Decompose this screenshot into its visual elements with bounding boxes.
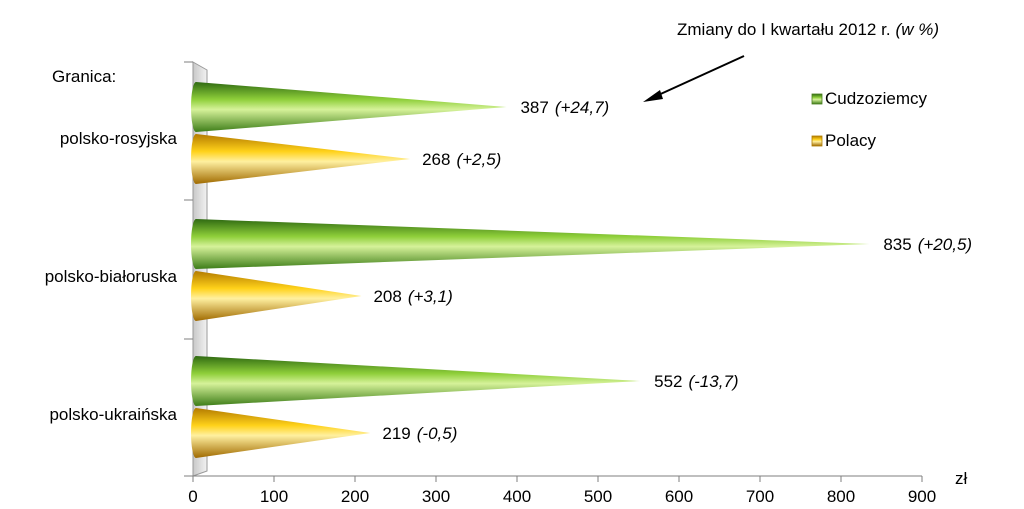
data-label: 208 (+3,1): [373, 287, 452, 306]
data-label: 268 (+2,5): [422, 150, 501, 169]
data-label-change: (-13,7): [688, 372, 738, 391]
annotation-text: Zmiany do I kwartału 2012 r. (w %): [677, 20, 939, 39]
axis-unit-label: zł: [955, 469, 968, 488]
bar-polacy: [191, 408, 371, 458]
bar-polacy: [191, 134, 411, 184]
x-tick-label: 500: [584, 487, 612, 506]
x-tick-label: 100: [260, 487, 288, 506]
category-label: polsko-rosyjska: [60, 129, 178, 148]
legend-label-polacy: Polacy: [825, 131, 877, 150]
x-tick-label: 200: [341, 487, 369, 506]
legend: Cudzoziemcy Polacy: [811, 89, 928, 150]
data-label: 219 (-0,5): [382, 424, 457, 443]
annotation-arrow: [643, 55, 745, 102]
category-label: polsko-ukraińska: [49, 405, 177, 424]
data-label-value: 219: [382, 424, 410, 443]
annotation-main: Zmiany do I kwartału 2012 r.: [677, 20, 891, 39]
data-label-change: (+24,7): [555, 98, 609, 117]
x-tick-label: 700: [746, 487, 774, 506]
data-label: 387 (+24,7): [520, 98, 609, 117]
annotation-unit: (w %): [896, 20, 939, 39]
legend-swatch-cudzoziemcy: [811, 93, 823, 105]
x-tick-label: 900: [908, 487, 936, 506]
data-label: 835 (+20,5): [883, 235, 972, 254]
x-tick-label: 400: [503, 487, 531, 506]
x-tick-label: 300: [422, 487, 450, 506]
legend-label-cudzoziemcy: Cudzoziemcy: [825, 89, 928, 108]
data-label-value: 552: [654, 372, 682, 391]
data-label-change: (+3,1): [408, 287, 453, 306]
data-label-value: 387: [520, 98, 548, 117]
data-label-change: (-0,5): [417, 424, 458, 443]
data-label-value: 208: [373, 287, 401, 306]
data-label-value: 835: [883, 235, 911, 254]
data-label-change: (+2,5): [456, 150, 501, 169]
bar-cudzoziemcy: [191, 356, 641, 406]
category-heading: Granica:: [52, 67, 116, 86]
data-label-change: (+20,5): [918, 235, 972, 254]
legend-swatch-polacy: [811, 135, 823, 147]
x-tick-label: 600: [665, 487, 693, 506]
data-label: 552 (-13,7): [654, 372, 738, 391]
bar-cudzoziemcy: [191, 82, 507, 132]
x-tick-label: 800: [827, 487, 855, 506]
data-label-value: 268: [422, 150, 450, 169]
bar-cudzoziemcy: [191, 219, 870, 269]
category-label: polsko-białoruska: [45, 267, 178, 286]
x-tick-label: 0: [188, 487, 197, 506]
bar-polacy: [191, 271, 362, 321]
